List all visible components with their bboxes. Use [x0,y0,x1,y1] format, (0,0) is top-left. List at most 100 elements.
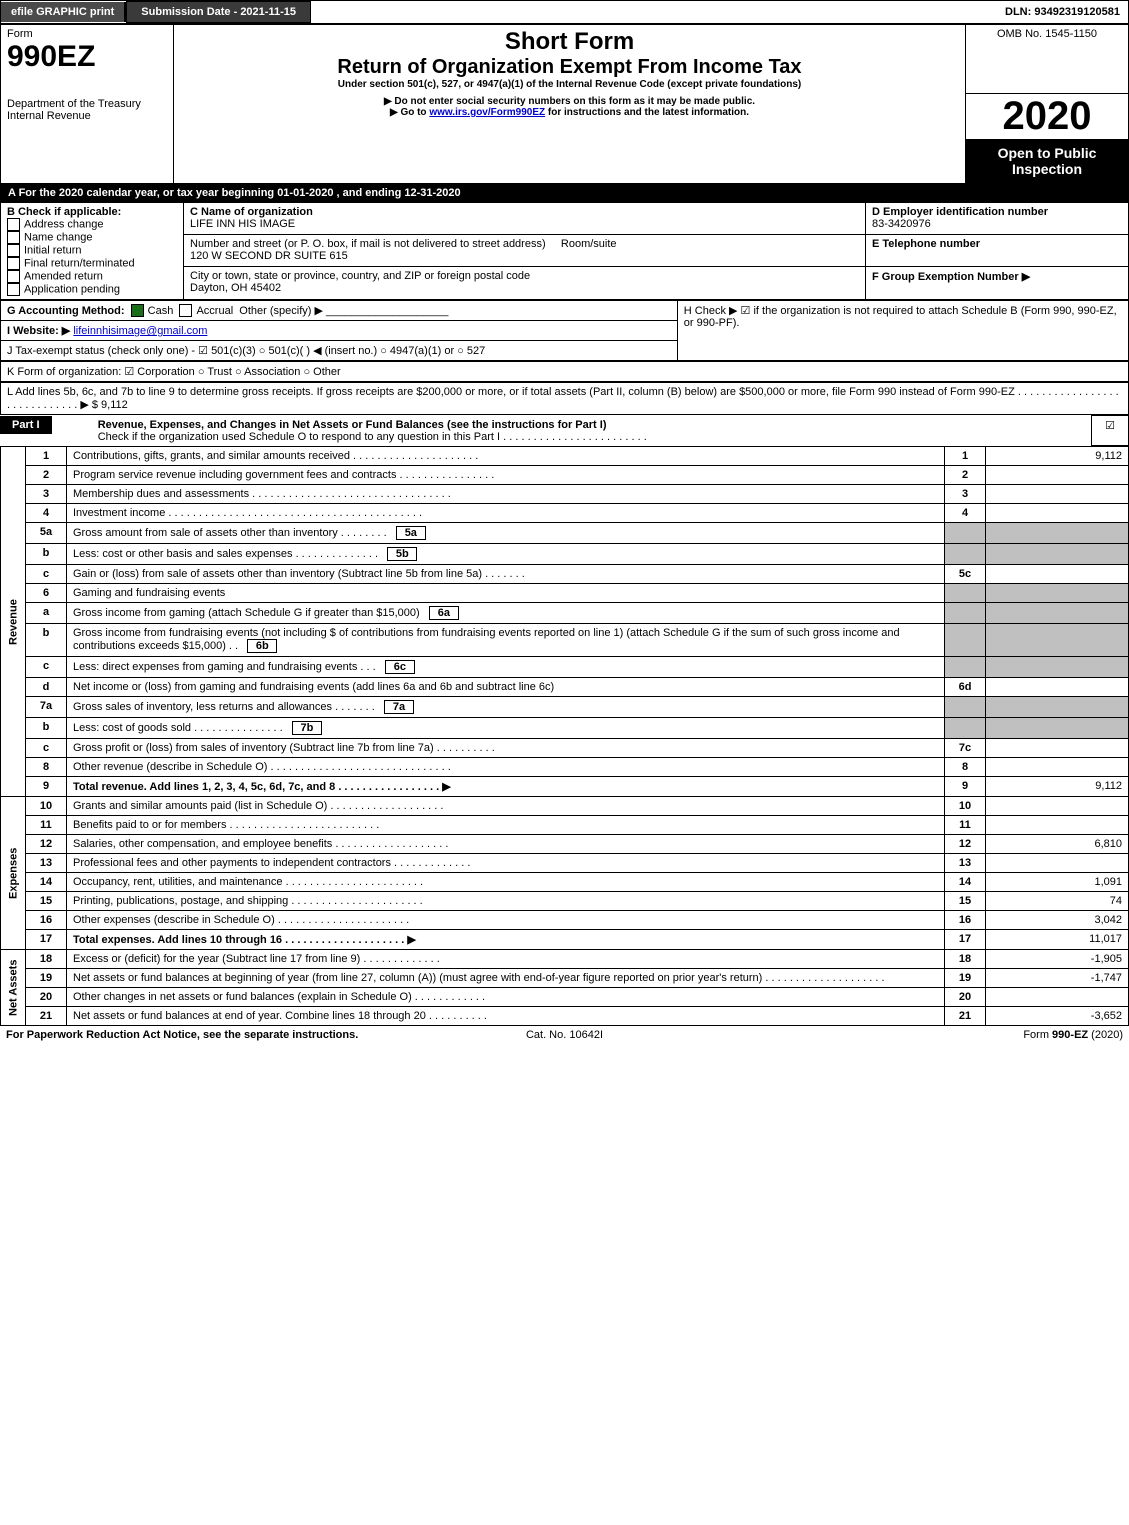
line-15-text: Printing, publications, postage, and shi… [67,892,945,911]
accrual-label: Accrual [196,305,233,317]
line-9-rn: 9 [945,777,986,797]
line-15-num: 15 [26,892,67,911]
line-5b-num: b [26,544,67,565]
line-7a-amt [986,697,1129,718]
line-9-text: Total revenue. Add lines 1, 2, 3, 4, 5c,… [67,777,945,797]
line-l-amount: 9,112 [101,399,128,411]
line-20-num: 20 [26,988,67,1007]
line-7a-num: 7a [26,697,67,718]
line-5c-amt [986,565,1129,584]
street-label: Number and street (or P. O. box, if mail… [190,238,546,250]
part-i-checkbox[interactable]: ☑ [1092,416,1129,446]
line-l: L Add lines 5b, 6c, and 7b to line 9 to … [1,383,1129,415]
line-20-text: Other changes in net assets or fund bala… [67,988,945,1007]
line-7c-amt [986,739,1129,758]
line-7c-rn: 7c [945,739,986,758]
dept-irs: Internal Revenue [7,110,167,122]
line-6c-text: Less: direct expenses from gaming and fu… [67,657,945,678]
line-13-rn: 13 [945,854,986,873]
line-18-amt: -1,905 [986,950,1129,969]
line-7a-text: Gross sales of inventory, less returns a… [67,697,945,718]
line-7a-rn [945,697,986,718]
line-5a-num: 5a [26,523,67,544]
line-2-amt [986,466,1129,485]
efile-print-button[interactable]: efile GRAPHIC print [1,2,126,22]
website-link[interactable]: lifeinnhisimage@gmail.com [73,325,207,337]
line-6-amt [986,584,1129,603]
line-17-num: 17 [26,930,67,950]
irs-link[interactable]: www.irs.gov/Form990EZ [429,107,545,118]
line-1-rn: 1 [945,447,986,466]
footer-catno: Cat. No. 10642I [378,1029,750,1041]
opt-application-pending[interactable]: Application pending [7,283,177,296]
line-6c-amt [986,657,1129,678]
line-5a-text: Gross amount from sale of assets other t… [67,523,945,544]
accounting-method-label: G Accounting Method: [7,305,125,317]
line-10-rn: 10 [945,797,986,816]
line-9-num: 9 [26,777,67,797]
line-12-rn: 12 [945,835,986,854]
part-i-checknote: Check if the organization used Schedule … [98,431,647,443]
line-8-rn: 8 [945,758,986,777]
line-6b-rn [945,624,986,657]
line-13-num: 13 [26,854,67,873]
dept-treasury: Department of the Treasury [7,98,167,110]
opt-initial-return[interactable]: Initial return [7,244,177,257]
goto-pre: ▶ Go to [390,107,429,118]
line-4-rn: 4 [945,504,986,523]
opt-name-change[interactable]: Name change [7,231,177,244]
line-5a-amt [986,523,1129,544]
line-10-num: 10 [26,797,67,816]
line-4-num: 4 [26,504,67,523]
line-11-text: Benefits paid to or for members . . . . … [67,816,945,835]
telephone-label: E Telephone number [872,238,1122,250]
line-19-amt: -1,747 [986,969,1129,988]
form-header: Form 990EZ Department of the Treasury In… [0,24,1129,184]
cash-checkbox[interactable] [131,304,144,317]
line-2-text: Program service revenue including govern… [67,466,945,485]
line-7b-text: Less: cost of goods sold . . . . . . . .… [67,718,945,739]
line-6d-num: d [26,678,67,697]
city-value: Dayton, OH 45402 [190,282,859,294]
opt-final-return[interactable]: Final return/terminated [7,257,177,270]
line-6a-rn [945,603,986,624]
part-i-header: Part I Revenue, Expenses, and Changes in… [0,415,1129,446]
line-14-amt: 1,091 [986,873,1129,892]
line-6b-num: b [26,624,67,657]
line-21-num: 21 [26,1007,67,1026]
line-12-num: 12 [26,835,67,854]
line-14-rn: 14 [945,873,986,892]
opt-address-change[interactable]: Address change [7,218,177,231]
line-8-num: 8 [26,758,67,777]
ein-label: D Employer identification number [872,206,1122,218]
line-18-rn: 18 [945,950,986,969]
period-a: A For the 2020 calendar year, or tax yea… [0,184,1129,202]
line-14-num: 14 [26,873,67,892]
tax-exempt-status: J Tax-exempt status (check only one) - ☑… [1,341,678,361]
title-short-form: Short Form [180,28,959,56]
line-3-num: 3 [26,485,67,504]
line-10-text: Grants and similar amounts paid (list in… [67,797,945,816]
line-10-amt [986,797,1129,816]
line-13-text: Professional fees and other payments to … [67,854,945,873]
gh-block: G Accounting Method: Cash Accrual Other … [0,300,1129,362]
line-15-rn: 15 [945,892,986,911]
line-4-text: Investment income . . . . . . . . . . . … [67,504,945,523]
line-6d-text: Net income or (loss) from gaming and fun… [67,678,945,697]
line-11-num: 11 [26,816,67,835]
line-7b-rn [945,718,986,739]
org-name-value: LIFE INN HIS IMAGE [190,218,859,230]
line-5c-text: Gain or (loss) from sale of assets other… [67,565,945,584]
line-7c-num: c [26,739,67,758]
form-word: Form [7,28,167,40]
line-5c-num: c [26,565,67,584]
col-b-label: B Check if applicable: [7,206,177,218]
part-i-table: Revenue 1 Contributions, gifts, grants, … [0,446,1129,1026]
accrual-checkbox[interactable] [179,304,192,317]
goto-post: for instructions and the latest informat… [548,107,749,118]
opt-amended-return[interactable]: Amended return [7,270,177,283]
line-21-amt: -3,652 [986,1007,1129,1026]
line-6c-rn [945,657,986,678]
line-16-rn: 16 [945,911,986,930]
line-5b-rn [945,544,986,565]
